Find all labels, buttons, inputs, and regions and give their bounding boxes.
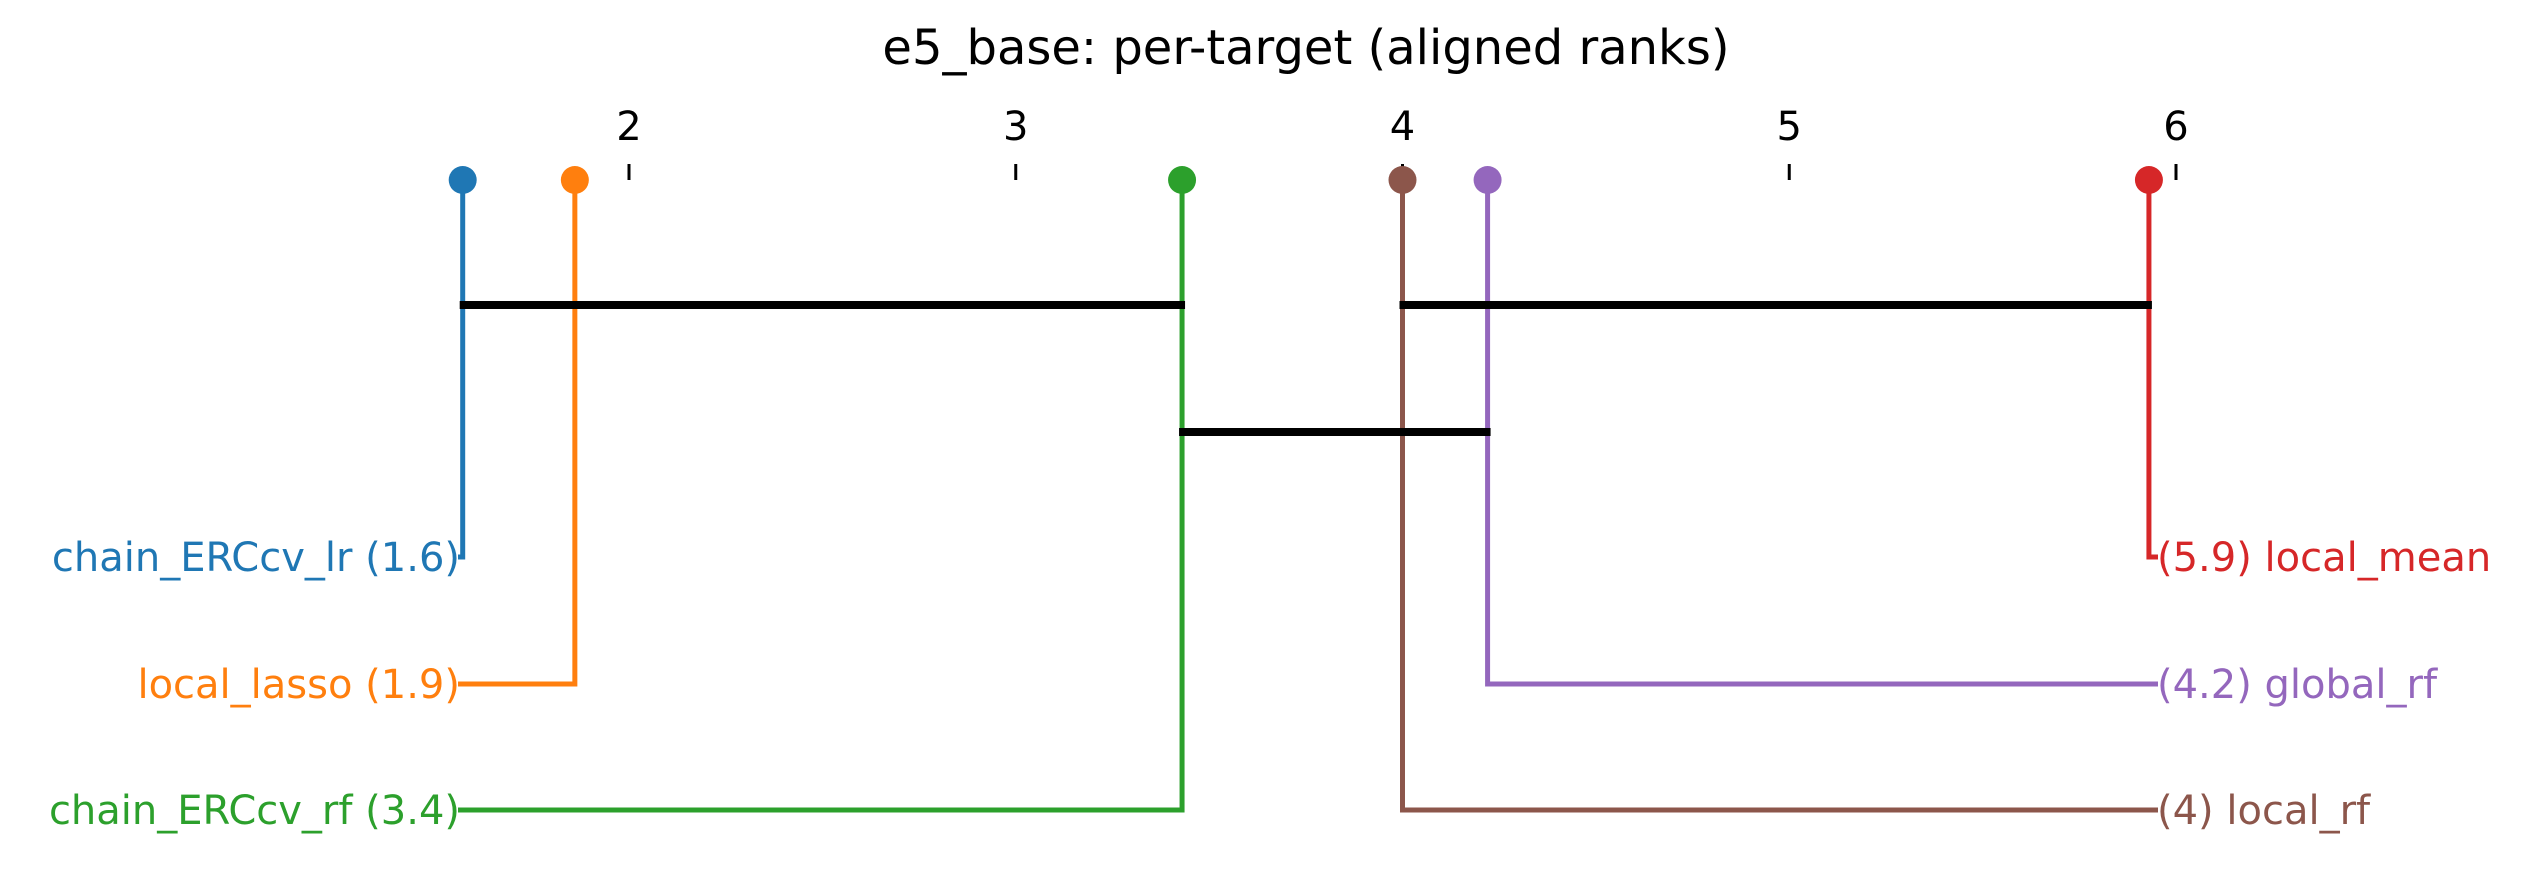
method-line-local_mean (2146, 180, 2158, 560)
method-label-local_rf: (4) local_rf (2157, 788, 2371, 834)
method-labels: chain_ERCcv_lr (1.6) local_lasso (1.9) cha… (49, 535, 2491, 834)
rank-marker-local_rf (1388, 166, 1417, 194)
rank-axis: 2 3 4 5 6 (616, 104, 2189, 180)
clique-bars (459, 301, 2152, 436)
method-label-local_lasso: local_lasso (1.9) (137, 662, 460, 708)
axis-tick-label-6: 6 (2163, 104, 2188, 150)
rank-marker-local_mean (2134, 166, 2163, 194)
axis-tick-label-2: 2 (616, 104, 641, 150)
method-line-local_rf (1400, 180, 2158, 813)
rank-marker-global_rf (1473, 166, 1502, 194)
method-label-chain_ERCcv_rf: chain_ERCcv_rf (3.4) (49, 788, 460, 834)
method-label-chain_ERCcv_lr: chain_ERCcv_lr (1.6) (52, 535, 460, 581)
rank-marker-chain_ERCcv_rf (1168, 166, 1197, 194)
method-label-global_rf: (4.2) global_rf (2157, 662, 2438, 708)
method-lines (448, 166, 2163, 813)
method-line-local_lasso (458, 180, 578, 687)
method-line-global_rf (1485, 180, 2158, 687)
method-label-local_mean: (5.9) local_mean (2157, 535, 2491, 581)
method-line-chain_ERCcv_rf (458, 180, 1185, 813)
axis-tick-label-4: 4 (1390, 104, 1415, 150)
axis-tick-label-3: 3 (1003, 104, 1028, 150)
rank-marker-local_lasso (560, 166, 589, 194)
rank-marker-chain_ERCcv_lr (448, 166, 477, 194)
chart-title: e5_base: per-target (aligned ranks) (882, 20, 1729, 76)
axis-tick-label-5: 5 (1777, 104, 1802, 150)
method-line-chain_ERCcv_lr (458, 180, 466, 560)
